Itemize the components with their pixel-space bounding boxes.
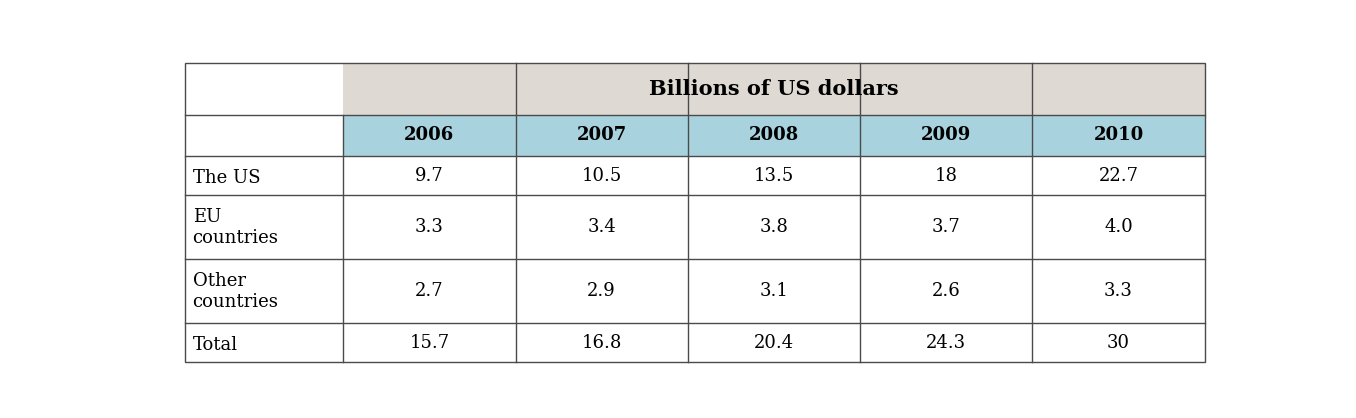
Bar xyxy=(186,196,1204,259)
Text: 13.5: 13.5 xyxy=(754,167,795,185)
Text: 2010: 2010 xyxy=(1093,126,1143,144)
Text: 2008: 2008 xyxy=(749,126,799,144)
Bar xyxy=(186,115,343,156)
Text: 2009: 2009 xyxy=(921,126,971,144)
Text: 4.0: 4.0 xyxy=(1104,218,1132,236)
Text: 3.4: 3.4 xyxy=(587,218,616,236)
Text: 15.7: 15.7 xyxy=(410,334,449,352)
Text: EU
countries: EU countries xyxy=(193,208,278,247)
Text: 30: 30 xyxy=(1106,334,1130,352)
Text: 3.3: 3.3 xyxy=(1104,282,1132,300)
Text: 3.3: 3.3 xyxy=(415,218,443,236)
Text: 24.3: 24.3 xyxy=(926,334,967,352)
Text: 20.4: 20.4 xyxy=(754,334,795,352)
Bar xyxy=(186,323,1204,362)
Bar xyxy=(343,115,1204,156)
Text: 9.7: 9.7 xyxy=(415,167,443,185)
Text: 16.8: 16.8 xyxy=(582,334,622,352)
Text: 2.9: 2.9 xyxy=(587,282,616,300)
Bar xyxy=(186,259,1204,323)
Text: 10.5: 10.5 xyxy=(582,167,622,185)
Bar xyxy=(186,63,343,115)
Bar xyxy=(343,63,1204,115)
Bar xyxy=(186,156,1204,196)
Text: Total: Total xyxy=(193,336,237,354)
Text: 18: 18 xyxy=(934,167,957,185)
Text: 2.6: 2.6 xyxy=(932,282,960,300)
Text: The US: The US xyxy=(193,169,260,187)
Text: 2006: 2006 xyxy=(404,126,454,144)
Text: 2007: 2007 xyxy=(576,126,626,144)
Text: Billions of US dollars: Billions of US dollars xyxy=(650,79,899,99)
Text: 2.7: 2.7 xyxy=(415,282,443,300)
Text: 22.7: 22.7 xyxy=(1098,167,1139,185)
Text: 3.1: 3.1 xyxy=(759,282,788,300)
Text: 3.7: 3.7 xyxy=(932,218,960,236)
Text: 3.8: 3.8 xyxy=(759,218,788,236)
Text: Other
countries: Other countries xyxy=(193,272,278,311)
